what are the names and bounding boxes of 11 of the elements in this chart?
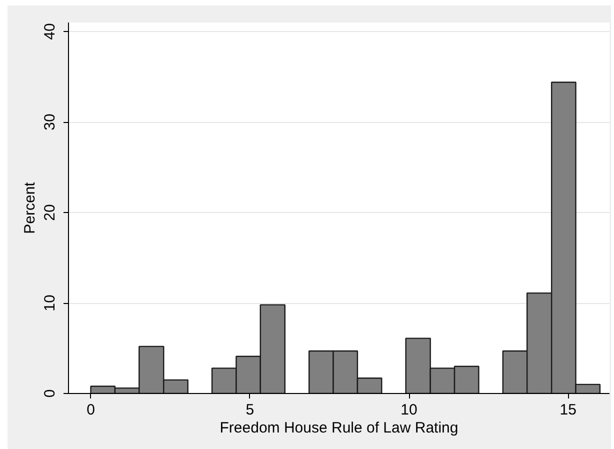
y-tick-label: 20 xyxy=(42,204,58,221)
x-tick-label: 5 xyxy=(246,402,254,418)
y-tick-label: 40 xyxy=(42,23,58,40)
y-axis-title: Percent xyxy=(22,181,38,234)
x-tick-label: 10 xyxy=(400,402,418,418)
y-tick-label: 0 xyxy=(42,389,58,398)
x-tick-label: 15 xyxy=(560,402,576,418)
x-tick-label: 0 xyxy=(86,402,95,418)
x-axis-title: Freedom House Rule of Law Rating xyxy=(220,420,458,436)
y-tick-label: 30 xyxy=(42,114,58,130)
y-tick-label: 10 xyxy=(42,294,58,312)
